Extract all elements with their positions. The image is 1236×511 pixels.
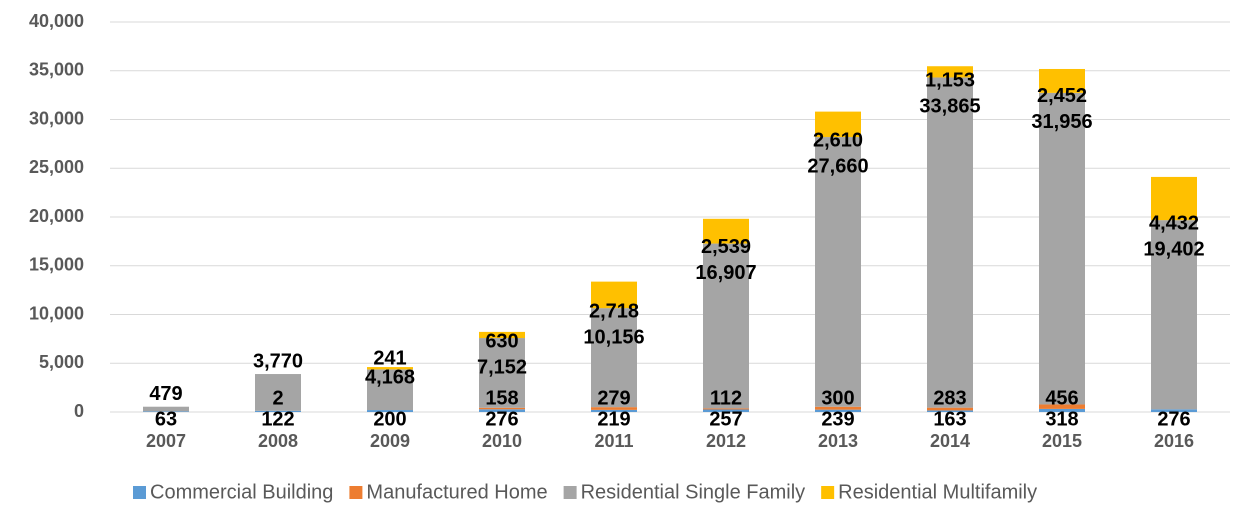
data-label: 63 — [155, 408, 177, 430]
data-label: 276 — [1157, 408, 1190, 430]
data-label: 31,956 — [1031, 111, 1092, 133]
data-label: 158 — [485, 387, 518, 409]
data-label: 163 — [933, 408, 966, 430]
data-label: 3,770 — [253, 350, 303, 372]
legend-label: Commercial Building — [150, 481, 333, 503]
x-tick-label: 2007 — [146, 431, 186, 451]
y-tick-label: 25,000 — [29, 157, 84, 177]
data-label: 241 — [373, 348, 406, 370]
data-label: 2,610 — [813, 129, 863, 151]
data-label: 239 — [821, 408, 854, 430]
data-label: 318 — [1045, 408, 1078, 430]
bar-segment — [927, 77, 973, 407]
data-label: 283 — [933, 387, 966, 409]
data-label: 279 — [597, 387, 630, 409]
x-tick-label: 2011 — [594, 431, 633, 451]
y-tick-label: 5,000 — [39, 352, 84, 372]
data-label: 257 — [709, 408, 742, 430]
data-label: 2 — [272, 387, 283, 409]
x-tick-label: 2009 — [370, 431, 410, 451]
y-tick-label: 0 — [74, 401, 84, 421]
data-label: 630 — [485, 330, 518, 352]
data-label: 16,907 — [695, 262, 756, 284]
legend-swatch — [821, 486, 834, 499]
x-tick-label: 2010 — [482, 431, 522, 451]
y-tick-label: 20,000 — [29, 206, 84, 226]
data-label: 7,152 — [477, 356, 527, 378]
legend-label: Residential Single Family — [581, 481, 806, 503]
bar-segment — [815, 137, 861, 407]
y-tick-label: 10,000 — [29, 303, 84, 323]
x-tick-label: 2015 — [1042, 431, 1082, 451]
data-label: 200 — [373, 408, 406, 430]
legend-label: Residential Multifamily — [838, 481, 1037, 503]
data-label: 1,153 — [925, 70, 975, 92]
data-label: 479 — [149, 383, 182, 405]
data-label: 112 — [710, 387, 742, 409]
data-label: 276 — [485, 408, 518, 430]
data-label: 219 — [597, 408, 630, 430]
data-label: 2,718 — [589, 300, 639, 322]
x-tick-label: 2012 — [706, 431, 746, 451]
y-tick-label: 35,000 — [29, 60, 84, 80]
y-tick-label: 30,000 — [29, 108, 84, 128]
data-label: 19,402 — [1143, 238, 1204, 260]
legend-label: Manufactured Home — [366, 481, 547, 503]
data-label: 300 — [821, 387, 854, 409]
x-tick-label: 2016 — [1154, 431, 1194, 451]
legend-swatch — [133, 486, 146, 499]
y-tick-label: 15,000 — [29, 255, 84, 275]
legend-swatch — [349, 486, 362, 499]
y-tick-label: 40,000 — [29, 11, 84, 31]
x-tick-label: 2008 — [258, 431, 298, 451]
data-label: 10,156 — [583, 326, 644, 348]
data-label: 27,660 — [807, 155, 868, 177]
data-label: 456 — [1045, 387, 1078, 409]
data-label: 2,539 — [701, 236, 751, 258]
data-label: 33,865 — [919, 96, 980, 118]
x-tick-label: 2013 — [818, 431, 858, 451]
x-tick-label: 2014 — [930, 431, 970, 451]
bar-segment — [1039, 93, 1085, 405]
data-label: 2,452 — [1037, 85, 1087, 107]
legend-swatch — [564, 486, 577, 499]
data-label: 4,432 — [1149, 212, 1199, 234]
data-label: 122 — [261, 408, 294, 430]
